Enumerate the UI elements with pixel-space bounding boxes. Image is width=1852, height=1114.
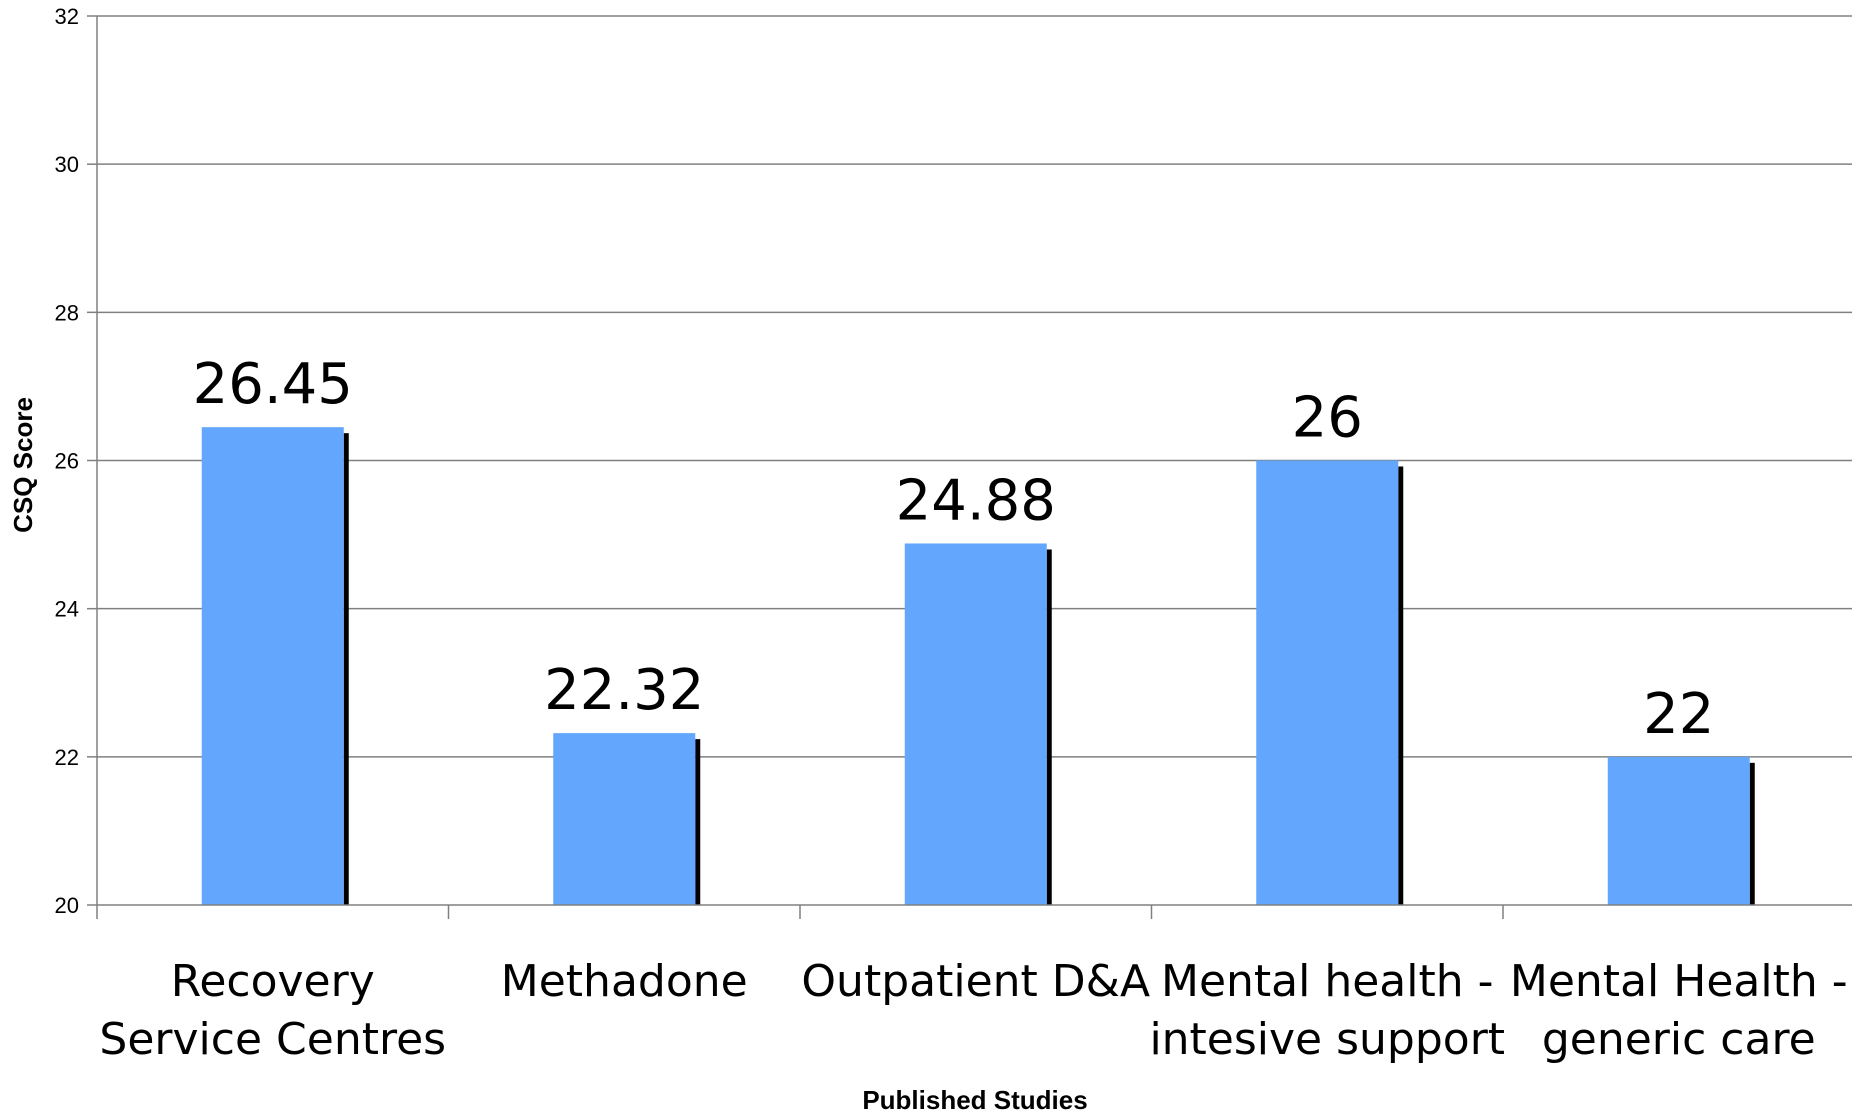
- bar-shadow: [343, 433, 349, 905]
- data-label: 22: [1643, 682, 1714, 747]
- bar: [201, 427, 344, 905]
- y-tick-label: 28: [55, 300, 79, 325]
- y-tick-label: 22: [55, 745, 79, 770]
- data-label: 26.45: [193, 352, 353, 417]
- labels: 26.45 Recovery Service Centres 22.32 Methado…: [99, 352, 1847, 1065]
- x-tick-label: Mental Health -: [1510, 956, 1848, 1007]
- y-tick-label: 30: [55, 152, 79, 177]
- y-tick-label: 20: [55, 893, 79, 918]
- data-label: 26: [1292, 386, 1363, 451]
- y-tick-label: 24: [55, 597, 79, 622]
- x-tick-label: Recovery: [171, 956, 375, 1007]
- x-tick-label: Mental health -: [1161, 956, 1494, 1007]
- bar-shadow: [695, 739, 701, 905]
- x-tick-label: Service Centres: [99, 1014, 446, 1065]
- x-tick-label: intesive support: [1149, 1014, 1505, 1065]
- bars: [201, 427, 1755, 905]
- gridlines: [97, 15, 1852, 758]
- bar: [1607, 756, 1750, 905]
- bar: [904, 543, 1047, 905]
- y-tick-label: 26: [55, 449, 79, 474]
- x-tick-label: Methadone: [501, 956, 748, 1007]
- data-label: 22.32: [544, 658, 704, 723]
- bar: [553, 733, 696, 905]
- axes: 20 22 24 26 28 30 32: [55, 4, 1852, 919]
- bar: [1256, 460, 1399, 905]
- bar-shadow: [1046, 549, 1052, 905]
- x-tick-label: Outpatient D&A: [801, 956, 1150, 1007]
- bar-shadow: [1749, 762, 1755, 905]
- bar-shadow: [1398, 466, 1404, 905]
- data-label: 24.88: [896, 468, 1056, 533]
- x-axis-title: Published Studies: [862, 1085, 1087, 1114]
- x-tick-label: generic care: [1542, 1014, 1816, 1065]
- y-tick-label: 32: [55, 4, 79, 29]
- y-axis-title: CSQ Score: [8, 397, 38, 533]
